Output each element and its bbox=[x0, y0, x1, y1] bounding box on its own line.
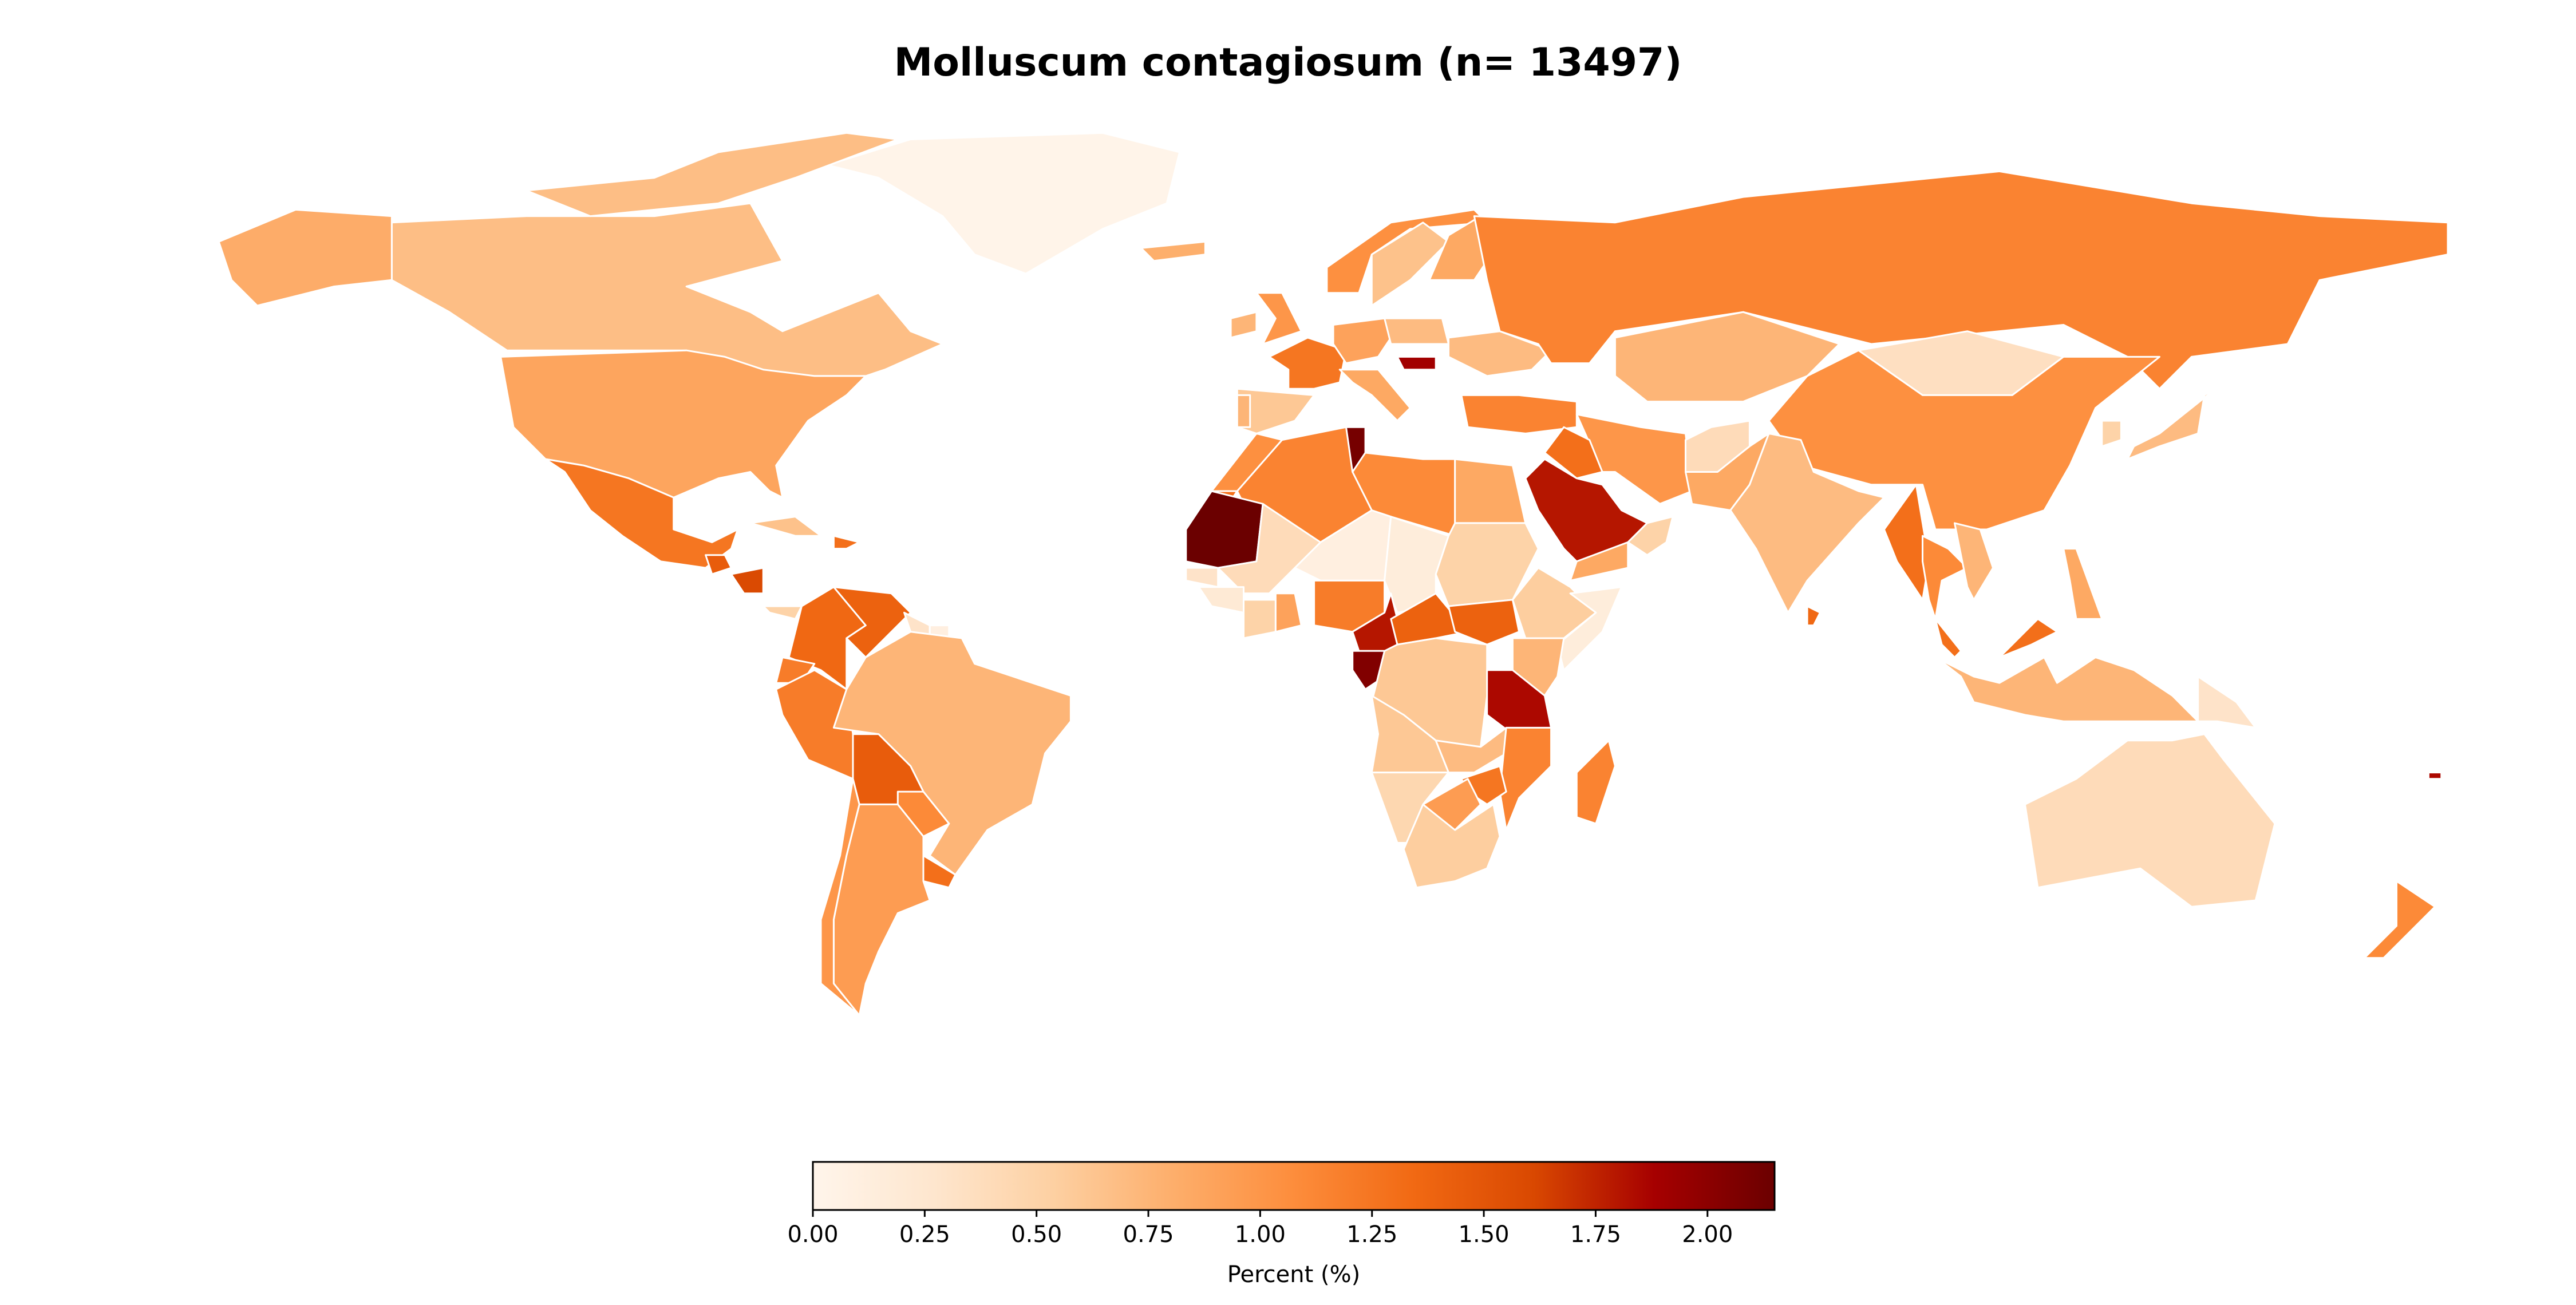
region-china bbox=[1768, 349, 2160, 531]
region-kenya bbox=[1511, 637, 1565, 697]
region-hungary bbox=[1396, 355, 1437, 371]
region-south-sudan bbox=[1448, 599, 1520, 646]
colorbar-tick-label: 0.00 bbox=[787, 1221, 838, 1248]
region-south-korea bbox=[2101, 420, 2122, 448]
region-canada bbox=[525, 132, 899, 217]
region-united-kingdom bbox=[1255, 292, 1302, 345]
region-nicaragua bbox=[730, 567, 764, 595]
region-paraguay bbox=[896, 790, 950, 837]
colorbar-tick-label: 1.75 bbox=[1570, 1221, 1621, 1248]
region-italy bbox=[1338, 369, 1411, 422]
region-alaska-united-states bbox=[218, 208, 393, 307]
region-new-zealand bbox=[2364, 880, 2436, 959]
region-indonesia bbox=[1902, 631, 2199, 722]
region-kazakhstan bbox=[1614, 311, 1840, 403]
region-chile bbox=[820, 778, 860, 1017]
region-norway bbox=[1326, 208, 1488, 294]
region-sri-lanka bbox=[1806, 605, 1821, 627]
region-fiji bbox=[2427, 772, 2443, 780]
region-malaysia bbox=[1934, 618, 1962, 658]
region-japan bbox=[2127, 381, 2225, 460]
region-malaysia bbox=[1998, 618, 2058, 658]
region-south-africa bbox=[1402, 803, 1501, 889]
region-ghana bbox=[1274, 592, 1302, 633]
region-vietnam bbox=[1954, 522, 1994, 601]
region-turkey bbox=[1460, 394, 1578, 434]
map-title: Molluscum contagiosum (n= 13497) bbox=[894, 40, 1682, 85]
region-iran bbox=[1575, 413, 1693, 505]
region-australia bbox=[2024, 733, 2276, 908]
colorbar-tick-label: 1.25 bbox=[1346, 1221, 1397, 1248]
colorbar-ticks: 0.00 0.25 0.50 0.75 1.00 1.25 1.50 1.75 2.00 bbox=[787, 1210, 1733, 1248]
region-sweden bbox=[1370, 222, 1449, 307]
colorbar-gradient bbox=[812, 1161, 1776, 1211]
region-somalia bbox=[1556, 586, 1623, 671]
region-oman bbox=[1627, 516, 1674, 556]
region-papua-new-guinea bbox=[2197, 675, 2257, 729]
colorbar-tick-label: 0.25 bbox=[899, 1221, 950, 1248]
region-dominican-republic bbox=[832, 535, 860, 550]
region-guatemala bbox=[705, 554, 732, 575]
region-madagascar bbox=[1575, 739, 1616, 825]
colorbar-label: Percent (%) bbox=[1227, 1261, 1360, 1288]
region-france bbox=[1268, 337, 1347, 390]
colorbar-tick-label: 0.50 bbox=[1011, 1221, 1062, 1248]
region-cuba bbox=[749, 516, 822, 537]
region-venezuela bbox=[832, 586, 912, 658]
region-panama bbox=[762, 605, 803, 620]
region-russia bbox=[1473, 170, 2449, 390]
region-mexico bbox=[544, 458, 739, 569]
regions-layer bbox=[218, 132, 2449, 1017]
region-philippines bbox=[2063, 548, 2103, 620]
colorbar-tick-label: 2.00 bbox=[1682, 1221, 1733, 1248]
region-central-african-republic bbox=[1390, 592, 1469, 646]
region-ireland bbox=[1230, 311, 1258, 339]
colorbar-tick-label: 1.50 bbox=[1459, 1221, 1510, 1248]
region-portugal bbox=[1236, 394, 1251, 428]
region-iceland bbox=[1140, 240, 1206, 262]
colorbar-tick-label: 1.00 bbox=[1235, 1221, 1286, 1248]
region-india bbox=[1729, 432, 1885, 614]
region-thailand bbox=[1922, 535, 1969, 620]
region-iraq bbox=[1543, 426, 1603, 480]
colorbar-tick-label: 0.75 bbox=[1123, 1221, 1174, 1248]
region-canada bbox=[390, 202, 944, 396]
region-greenland bbox=[826, 132, 1181, 275]
